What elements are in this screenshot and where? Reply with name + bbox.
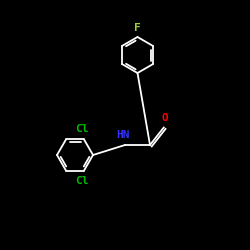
Text: Cl: Cl: [75, 176, 88, 186]
Text: Cl: Cl: [75, 124, 88, 134]
Text: O: O: [162, 113, 168, 123]
Text: HN: HN: [116, 130, 130, 140]
Text: F: F: [134, 22, 141, 32]
